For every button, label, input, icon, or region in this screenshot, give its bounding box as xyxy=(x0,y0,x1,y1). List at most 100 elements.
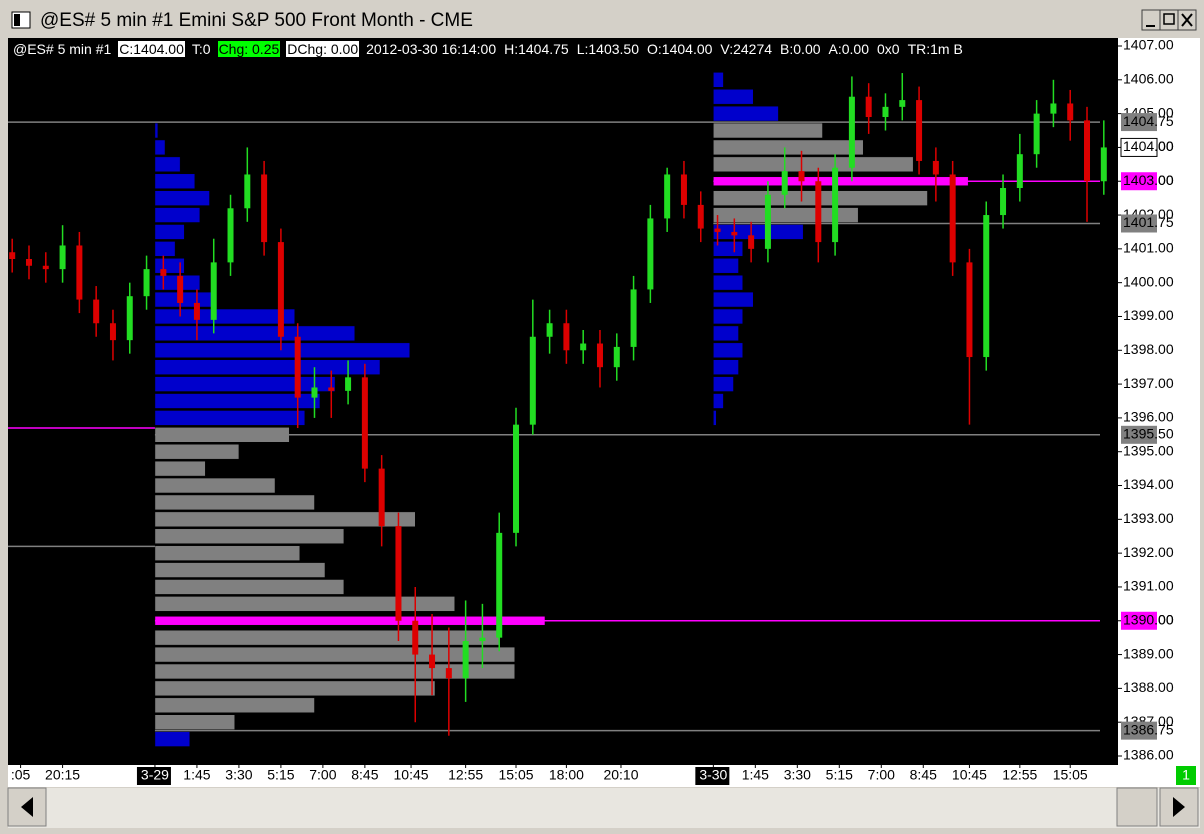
y-tick-label: 1401.00 xyxy=(1123,240,1174,256)
window-title: @ES# 5 min #1 Emini S&P 500 Front Month … xyxy=(40,10,473,31)
price-axis xyxy=(1118,38,1200,765)
level-tag-label: 1404.75 xyxy=(1123,113,1174,129)
candle-body xyxy=(378,468,385,527)
profile-bar xyxy=(713,105,779,122)
y-tick-label: 1407.00 xyxy=(1123,37,1174,53)
profile-bar xyxy=(154,528,345,544)
profile-bar xyxy=(154,545,301,561)
candle-body xyxy=(143,269,150,297)
window-icon xyxy=(14,14,20,26)
profile-bar xyxy=(154,562,326,578)
y-tick-label: 1393.00 xyxy=(1123,510,1174,526)
profile-bar xyxy=(154,511,416,528)
candle-body xyxy=(596,343,603,368)
candle-body xyxy=(193,302,200,320)
x-tick-label: 7:00 xyxy=(309,767,336,783)
level-tag-label: 1401.75 xyxy=(1123,214,1174,230)
profile-bar xyxy=(713,410,717,426)
profile-bar xyxy=(154,376,336,392)
y-tick-label: 1389.00 xyxy=(1123,645,1174,661)
profile-bar xyxy=(713,291,754,308)
y-tick-label: 1396.00 xyxy=(1123,409,1174,425)
scroll-thumb[interactable] xyxy=(1116,787,1158,827)
profile-bar xyxy=(713,241,743,257)
profile-bar xyxy=(154,410,306,426)
profile-bar xyxy=(154,190,210,206)
candle-body xyxy=(395,526,402,621)
profile-bar xyxy=(154,477,276,494)
candle-body xyxy=(445,668,452,679)
info-field: V:24274 xyxy=(720,41,773,57)
last-price-label: 1404.00 xyxy=(1123,138,1174,154)
profile-bar xyxy=(154,646,516,663)
info-field: @ES# 5 min #1 xyxy=(13,41,112,57)
candle-body xyxy=(916,100,923,161)
candle-body xyxy=(697,204,704,229)
candle-body xyxy=(109,323,116,341)
candle-body xyxy=(966,262,973,358)
candle-body xyxy=(1000,188,1007,216)
profile-bar xyxy=(154,241,176,257)
maximize-icon xyxy=(1163,13,1175,25)
candle-body xyxy=(76,245,83,300)
x-tick-label: 15:05 xyxy=(1053,767,1088,783)
candle-body xyxy=(244,174,251,209)
profile-bar xyxy=(154,325,356,342)
profile-bar xyxy=(713,156,914,173)
info-field: B:0.00 xyxy=(780,41,821,57)
x-tick-label: 12:55 xyxy=(448,767,483,783)
candle-body xyxy=(714,228,721,232)
candle-body xyxy=(311,387,318,398)
candle-body xyxy=(1033,113,1040,155)
scrollbar[interactable] xyxy=(8,788,1200,828)
y-tick-label: 1386.00 xyxy=(1123,747,1174,763)
arrow-left xyxy=(21,797,33,817)
level-tag-label: 1386.75 xyxy=(1123,721,1174,737)
last-price-tag xyxy=(1120,137,1158,157)
candle-body xyxy=(865,96,872,117)
candle-body xyxy=(261,174,268,243)
profile-bar xyxy=(713,393,724,409)
candle-body xyxy=(848,96,855,168)
candle-body xyxy=(1050,103,1057,114)
info-field: C:1404.00 xyxy=(118,41,185,57)
candle-body xyxy=(764,194,771,249)
candle-body xyxy=(479,637,486,642)
profile-bar xyxy=(713,207,859,223)
profile-bar xyxy=(154,207,201,223)
candle-body xyxy=(412,620,419,655)
arrow-right xyxy=(1173,797,1185,817)
candle-body xyxy=(361,377,368,469)
maximize-button[interactable] xyxy=(1159,9,1179,31)
info-field: DChg: 0.00 xyxy=(286,41,360,57)
y-tick-label: 1406.00 xyxy=(1123,71,1174,87)
info-field: T:0 xyxy=(191,41,211,57)
profile-bar xyxy=(713,342,743,358)
candle-body xyxy=(546,323,553,337)
profile-bar xyxy=(154,494,315,511)
profile-bar xyxy=(154,224,185,240)
x-tick-label: 3:30 xyxy=(225,767,252,783)
x-tick-label: 18:00 xyxy=(549,767,584,783)
y-tick-label: 1400.00 xyxy=(1123,273,1174,289)
candle-body xyxy=(580,343,587,351)
y-tick-label: 1392.00 xyxy=(1123,544,1174,560)
y-tick-label: 1399.00 xyxy=(1123,307,1174,323)
level-tag xyxy=(1121,214,1157,233)
profile-bar xyxy=(713,89,754,105)
candle-body xyxy=(160,269,167,276)
profile-bar xyxy=(713,325,739,342)
candle-body xyxy=(1067,103,1074,121)
x-tick-label: 8:45 xyxy=(351,767,378,783)
page-box[interactable] xyxy=(1176,766,1196,785)
candle-body xyxy=(983,215,990,358)
candle-body xyxy=(210,262,217,320)
x-tick-label: 8:45 xyxy=(910,767,937,783)
candle-body xyxy=(345,377,352,391)
info-field: Chg: 0.25 xyxy=(217,41,281,57)
candle-body xyxy=(731,231,738,236)
x-tick-label: 10:45 xyxy=(394,767,429,783)
profile-bar xyxy=(154,156,181,173)
